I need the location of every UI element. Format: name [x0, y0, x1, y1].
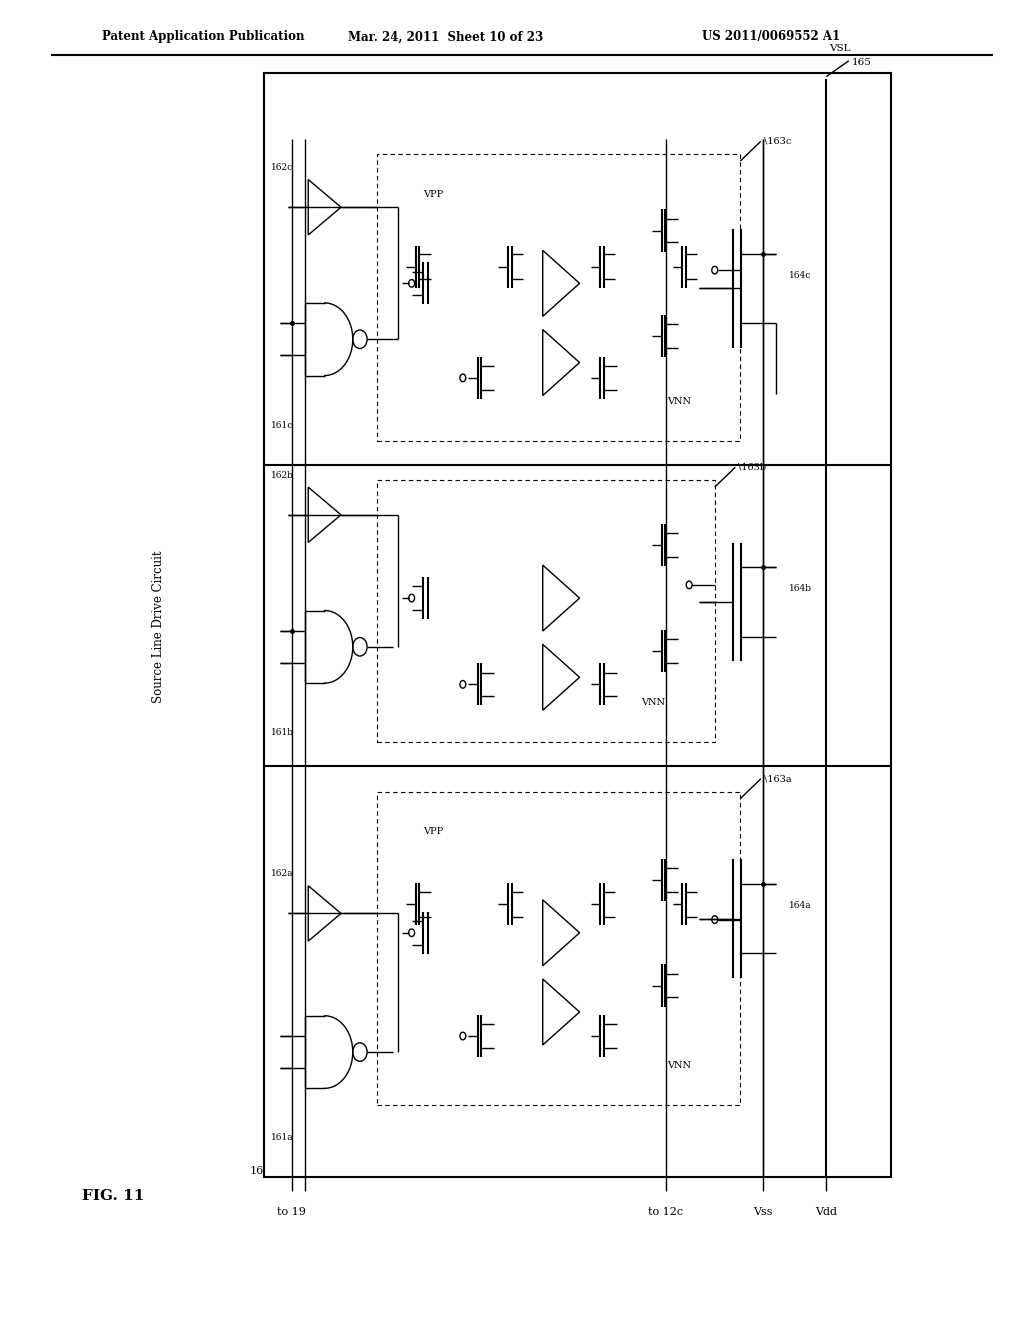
Text: FIG. 11: FIG. 11 — [82, 1189, 144, 1203]
Bar — [264, 73, 891, 1177]
Text: Source Line Drive Circuit: Source Line Drive Circuit — [153, 550, 165, 704]
Text: 164b: 164b — [788, 585, 811, 593]
Text: Mar. 24, 2011  Sheet 10 of 23: Mar. 24, 2011 Sheet 10 of 23 — [348, 30, 543, 44]
Text: \163b: \163b — [738, 463, 766, 471]
Text: US 2011/0069552 A1: US 2011/0069552 A1 — [701, 30, 840, 44]
Text: \163a: \163a — [764, 775, 792, 783]
Text: 161b: 161b — [271, 729, 294, 737]
Text: 162b: 162b — [271, 471, 294, 479]
Text: 16: 16 — [250, 1166, 264, 1176]
Text: 161c: 161c — [271, 421, 294, 429]
Bar — [377, 154, 740, 441]
Text: 165: 165 — [852, 58, 871, 66]
Bar — [377, 480, 715, 742]
Text: Vss: Vss — [753, 1206, 773, 1217]
Text: \163c: \163c — [764, 137, 792, 145]
Text: to 19: to 19 — [278, 1206, 306, 1217]
Text: VPP: VPP — [423, 828, 443, 836]
Text: to 12c: to 12c — [648, 1206, 683, 1217]
Text: 164a: 164a — [788, 902, 811, 909]
Text: 162c: 162c — [271, 164, 294, 172]
Text: 164c: 164c — [788, 271, 811, 280]
Text: Patent Application Publication: Patent Application Publication — [102, 30, 305, 44]
Text: VNN: VNN — [667, 1061, 691, 1069]
Text: 162a: 162a — [271, 870, 294, 878]
Text: VNN: VNN — [641, 698, 666, 706]
Text: VSL: VSL — [829, 44, 851, 53]
Text: VNN: VNN — [667, 397, 691, 405]
Text: 161a: 161a — [271, 1134, 294, 1142]
Bar — [377, 792, 740, 1105]
Text: Vdd: Vdd — [815, 1206, 838, 1217]
Text: VPP: VPP — [423, 190, 443, 198]
